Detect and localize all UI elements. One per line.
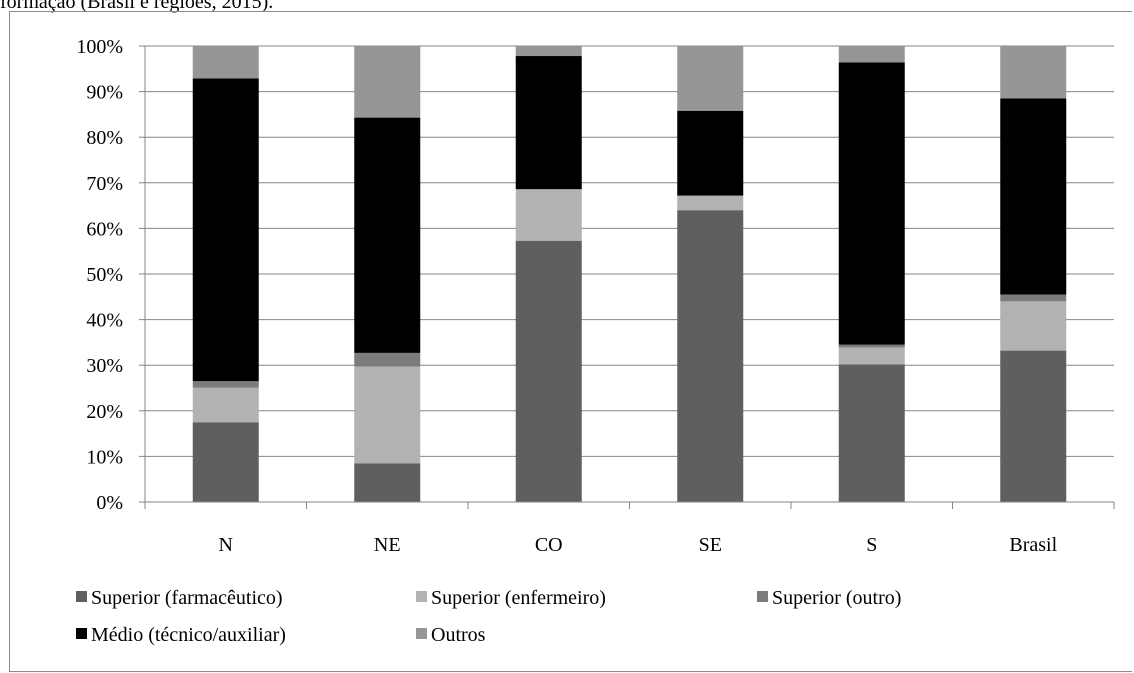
legend-label: Médio (técnico/auxiliar) (91, 624, 286, 646)
bar-segment (192, 46, 259, 79)
bar-segment (1000, 301, 1067, 351)
bar-segment (515, 46, 582, 57)
bars (192, 46, 1067, 502)
y-tick-label: 10% (86, 446, 123, 468)
y-tick-label: 80% (86, 127, 123, 149)
bar-segment (354, 366, 421, 464)
y-tick-label: 0% (96, 492, 123, 514)
bar-segment (192, 387, 259, 423)
x-tick-label: Brasil (1009, 534, 1057, 556)
y-tick-label: 30% (86, 355, 123, 377)
bar-segment (838, 344, 905, 348)
legend-swatch (76, 591, 87, 602)
x-tick-label: SE (699, 534, 722, 556)
bar-segment (1000, 350, 1067, 502)
legend-swatch (76, 628, 87, 639)
y-tick-label: 90% (86, 82, 123, 104)
y-tick-label: 100% (76, 36, 123, 58)
legend-swatch (416, 591, 427, 602)
x-tick-label: S (866, 534, 877, 556)
x-tick-label: CO (535, 534, 563, 556)
y-tick-label: 20% (86, 401, 123, 423)
y-tick-label: 60% (86, 218, 123, 240)
x-tick-label: N (219, 534, 233, 556)
bar-segment (354, 352, 421, 367)
bar-segment (192, 381, 259, 388)
bar-segment (677, 46, 744, 111)
bar-segment (354, 117, 421, 353)
bar-segment (1000, 294, 1067, 302)
legend: Superior (farmacêutico) Superior (enferme… (76, 587, 901, 646)
x-tick-label: NE (374, 534, 401, 556)
bar-segment (838, 347, 905, 365)
y-tick-label: 40% (86, 310, 123, 332)
bar-segment (1000, 98, 1067, 295)
bar-segment (354, 46, 421, 118)
legend-label: Superior (outro) (772, 587, 901, 609)
bar-segment (515, 240, 582, 502)
y-tick-labels: 0% 10% 20% 30% 40% 50% 60% 70% 80% 90% 100% (76, 36, 145, 514)
bar-segment (838, 62, 905, 345)
bar-segment (515, 189, 582, 241)
legend-label: Superior (farmacêutico) (91, 587, 283, 609)
bar-segment (677, 195, 744, 211)
figure-caption: formação (Brasil e regiões, 2015). (0, 0, 274, 13)
y-tick-label: 50% (86, 264, 123, 286)
axes (144, 46, 1115, 509)
legend-swatch (757, 591, 768, 602)
bar-segment (1000, 46, 1067, 99)
bar-segment (192, 422, 259, 502)
bar-segment (838, 46, 905, 63)
bar-segment (677, 110, 744, 196)
legend-label: Superior (enfermeiro) (431, 587, 606, 609)
bar-segment (677, 210, 744, 502)
y-tick-label: 70% (86, 173, 123, 195)
legend-swatch (416, 628, 427, 639)
legend-label: Outros (431, 624, 486, 646)
bar-segment (354, 463, 421, 502)
bar-segment (515, 56, 582, 190)
bar-segment (192, 78, 259, 382)
x-tick-labels: N NE CO SE S Brasil (219, 534, 1058, 556)
chart-frame (9, 11, 1132, 672)
bar-segment (838, 364, 905, 502)
gridlines (145, 45, 1114, 457)
